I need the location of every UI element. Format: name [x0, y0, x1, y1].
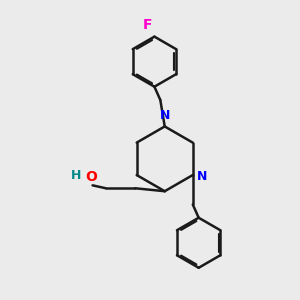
Text: N: N	[160, 109, 170, 122]
Text: H: H	[71, 169, 82, 182]
Text: F: F	[142, 18, 152, 32]
Text: N: N	[197, 170, 208, 183]
Text: O: O	[85, 170, 97, 184]
